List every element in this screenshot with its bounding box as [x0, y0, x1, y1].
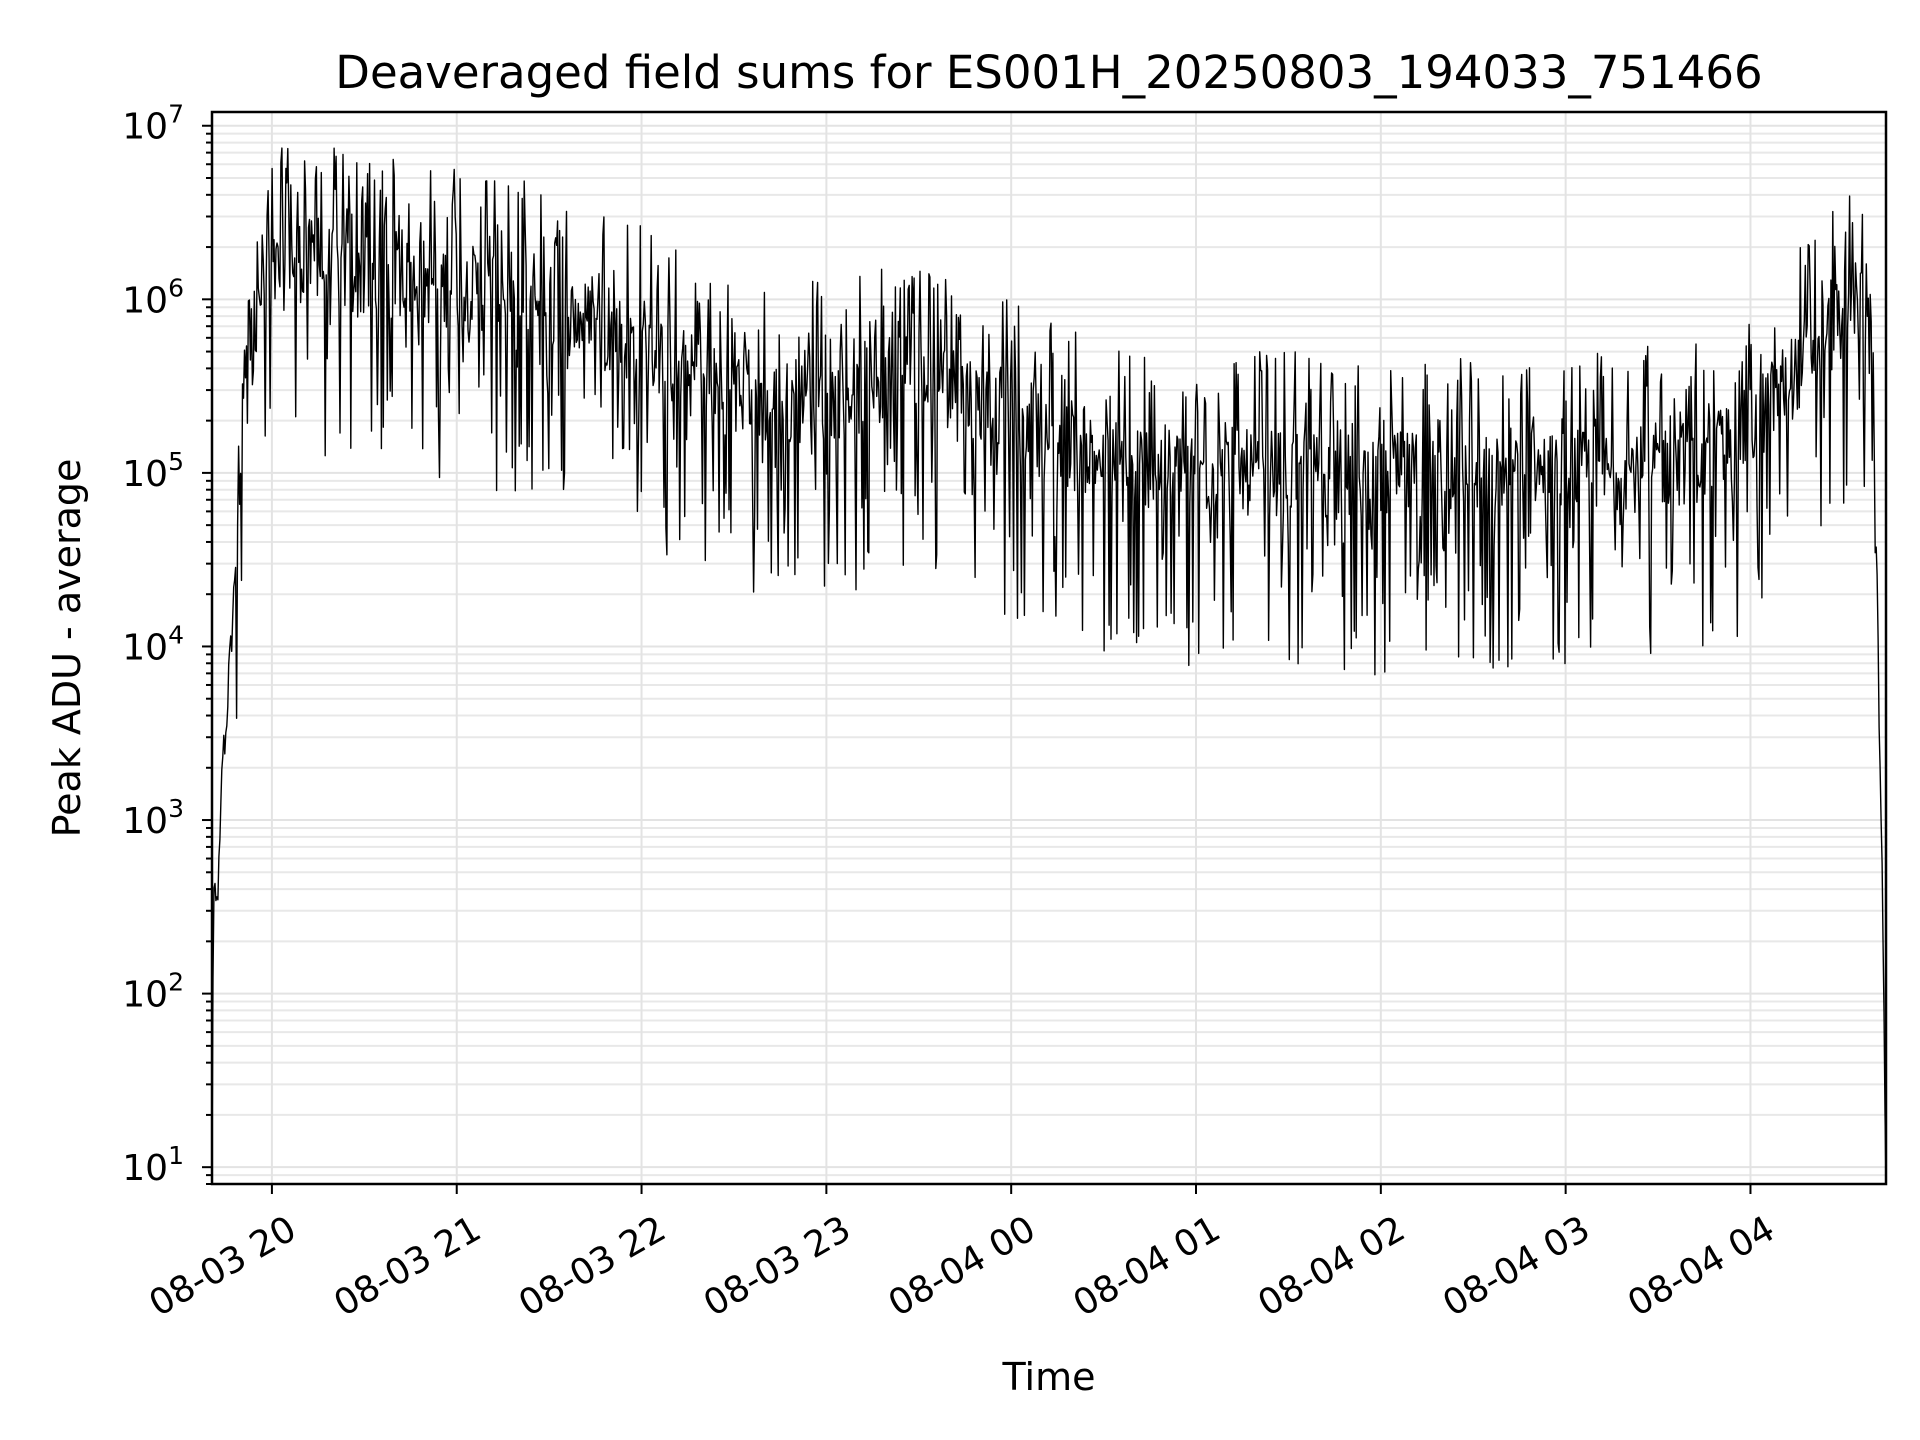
series-line: [211, 147, 1887, 1185]
y-tick-label: 104: [122, 620, 184, 668]
y-tick-label: 106: [122, 273, 184, 321]
y-tick-label: 101: [122, 1141, 184, 1189]
y-tick-label: 102: [122, 968, 184, 1016]
y-tick-label: 105: [122, 447, 184, 495]
y-tick-label: 107: [122, 100, 184, 148]
chart-title: Deaveraged field sums for ES001H_2025080…: [335, 46, 1762, 99]
plot-frame: [210, 110, 1888, 1186]
y-axis: 101 102 103 104 105 106 107: [122, 100, 212, 1189]
y-axis-label: Peak ADU - average: [45, 459, 89, 838]
grid: [212, 112, 1886, 1185]
y-tick-label: 103: [122, 794, 184, 842]
series-layer: [211, 147, 1887, 1185]
x-axis-label: Time: [1002, 1355, 1096, 1399]
